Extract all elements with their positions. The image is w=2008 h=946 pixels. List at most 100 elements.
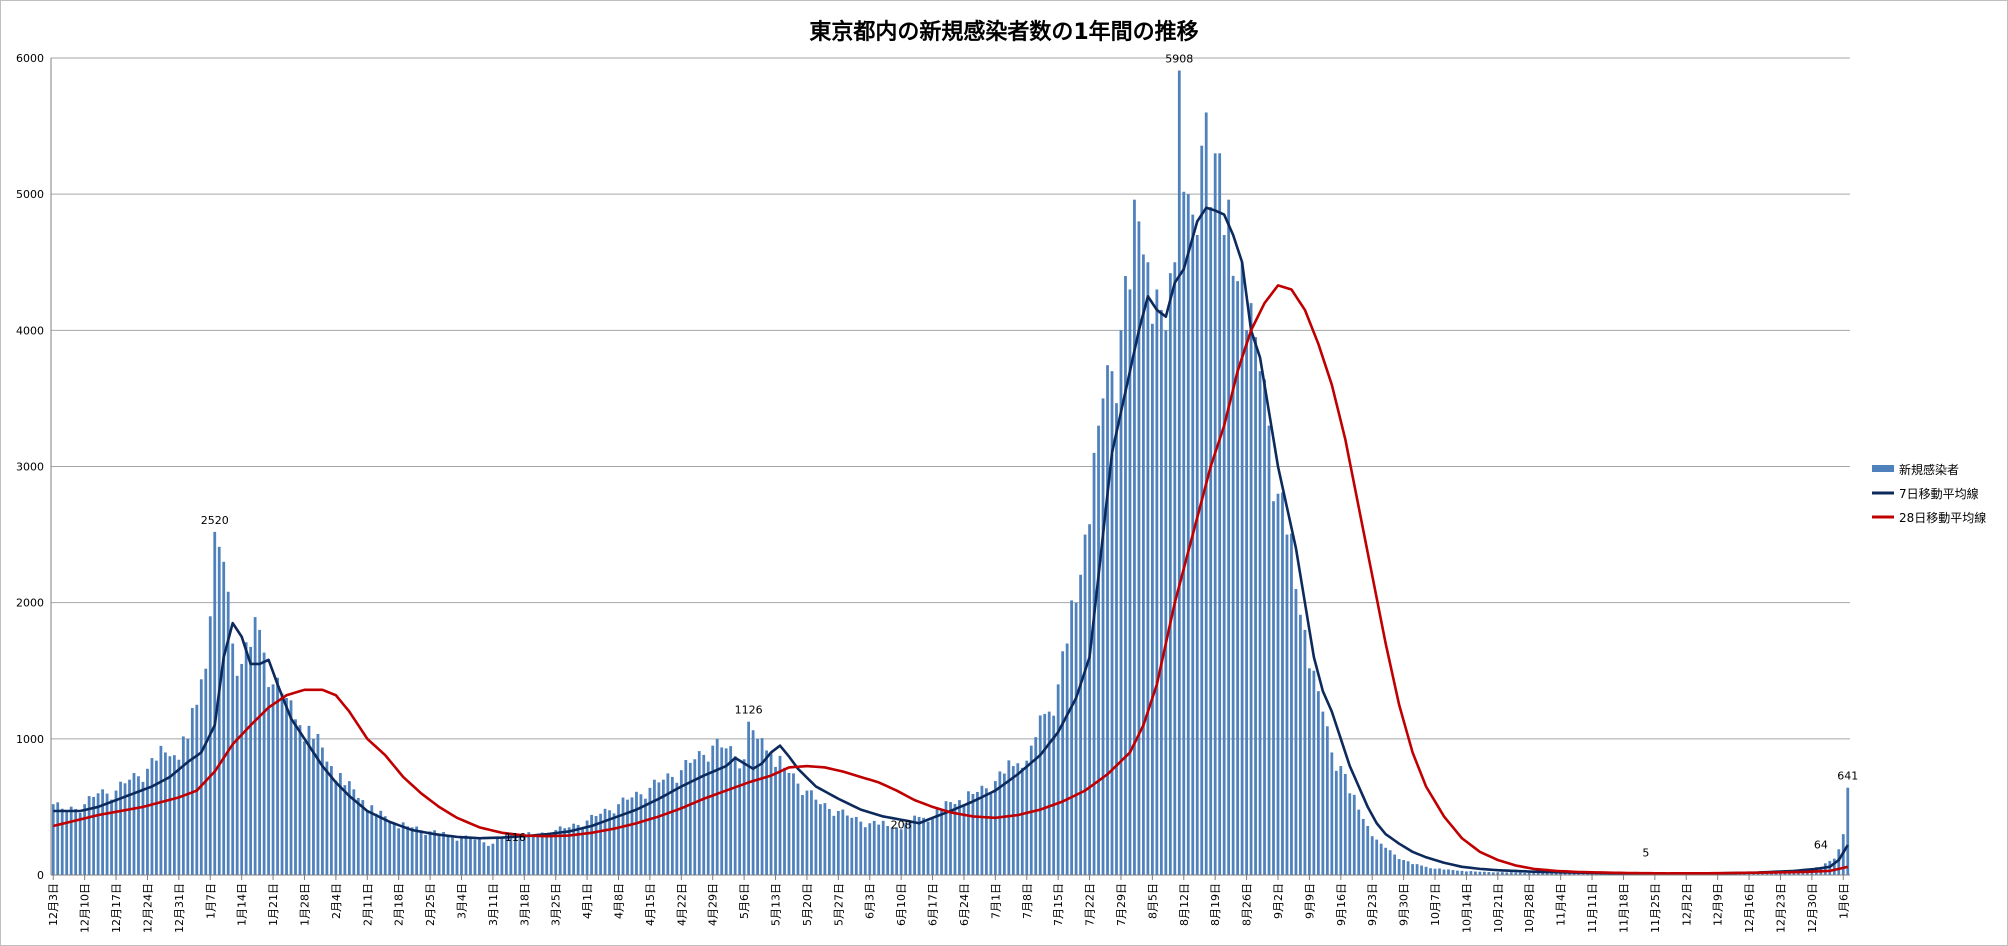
bar: [540, 832, 544, 875]
bar: [51, 804, 55, 875]
bar: [1065, 643, 1069, 875]
bar: [303, 741, 306, 875]
bar: [998, 771, 1002, 875]
bar: [307, 725, 311, 875]
bar: [1236, 281, 1240, 876]
bar: [1339, 766, 1343, 875]
bar: [83, 804, 87, 875]
bar: [572, 823, 576, 875]
bar: [1043, 713, 1047, 875]
bar: [675, 782, 679, 875]
x-tick-label: 1月21日: [267, 883, 280, 926]
bar: [1191, 214, 1195, 875]
bar: [1254, 337, 1257, 875]
bar: [217, 546, 221, 875]
x-tick-label: 4月22日: [675, 883, 688, 926]
bar: [159, 745, 163, 875]
bar: [1316, 691, 1320, 875]
x-tick-label: 7月1日: [989, 883, 1002, 919]
bar: [630, 797, 634, 875]
bar: [132, 773, 136, 875]
bar: [1586, 873, 1589, 875]
bar: [801, 795, 804, 875]
legend: 新規感染者 7日移動平均線 28日移動平均線: [1872, 462, 1986, 525]
bar: [585, 820, 589, 875]
x-tick-label: 9月2日: [1272, 883, 1285, 919]
bar: [567, 827, 571, 875]
x-tick-label: 12月24日: [141, 883, 154, 933]
bar: [881, 820, 885, 875]
bar: [1061, 651, 1065, 875]
bar: [558, 826, 562, 875]
bar: [1451, 870, 1455, 875]
bar: [1002, 773, 1006, 875]
bar: [926, 821, 930, 875]
bar: [451, 837, 454, 875]
bar: [733, 756, 737, 875]
y-tick-label: 3000: [16, 461, 44, 474]
bar: [621, 797, 625, 875]
bar: [128, 779, 131, 875]
bar: [1285, 534, 1289, 875]
bar: [1213, 153, 1217, 876]
x-tick-label: 1月28日: [298, 883, 311, 926]
bar: [863, 827, 867, 875]
x-tick-label: 3月11日: [487, 883, 500, 926]
bar: [1025, 760, 1029, 875]
bar: [666, 773, 670, 875]
bar: [1325, 726, 1329, 875]
bar: [1590, 873, 1594, 875]
bar: [774, 766, 777, 875]
bar: [208, 616, 212, 875]
bar: [1159, 309, 1163, 875]
bar: [1482, 871, 1486, 875]
bar: [96, 793, 100, 875]
bar: [944, 801, 948, 875]
data-label: 5908: [1165, 53, 1193, 66]
bar: [1500, 872, 1504, 875]
x-tick-label: 12月3日: [47, 883, 60, 926]
data-label: 5: [1642, 846, 1649, 859]
bar: [1020, 767, 1024, 875]
line-7day-avg: [53, 206, 1849, 875]
bar: [958, 800, 961, 875]
data-label: 116: [505, 831, 526, 844]
bar: [886, 825, 890, 875]
bar: [267, 687, 270, 875]
data-label: 641: [1837, 770, 1858, 783]
bar: [487, 845, 490, 875]
bar: [495, 838, 499, 875]
x-tick-label: 8月5日: [1146, 883, 1159, 919]
bar: [859, 821, 863, 875]
bar: [599, 813, 602, 875]
bar: [1321, 711, 1325, 875]
bar: [1204, 112, 1208, 875]
bar: [522, 834, 526, 875]
bar: [1231, 275, 1235, 875]
bar: [1366, 825, 1370, 875]
bar: [397, 828, 401, 875]
bar: [962, 804, 966, 875]
bar: [751, 730, 755, 875]
x-tick-label: 9月30日: [1398, 883, 1411, 926]
bar: [1487, 872, 1491, 875]
bar: [1559, 873, 1563, 875]
x-tick-label: 12月16日: [1743, 883, 1756, 933]
x-tick-label: 1月14日: [236, 883, 249, 926]
bar: [819, 804, 822, 875]
x-tick-label: 9月16日: [1335, 883, 1348, 926]
line-series: [52, 206, 1849, 875]
bar: [285, 697, 288, 875]
bar: [186, 738, 190, 875]
bar: [1568, 873, 1571, 875]
bar: [814, 799, 818, 875]
bar: [1155, 289, 1159, 875]
bar: [1011, 766, 1015, 875]
bar: [1572, 873, 1576, 875]
bar: [316, 733, 320, 875]
x-tick-label: 4月8日: [613, 883, 626, 919]
bar: [850, 817, 854, 875]
x-tick-label: 6月24日: [958, 883, 971, 926]
bar: [1469, 871, 1473, 875]
